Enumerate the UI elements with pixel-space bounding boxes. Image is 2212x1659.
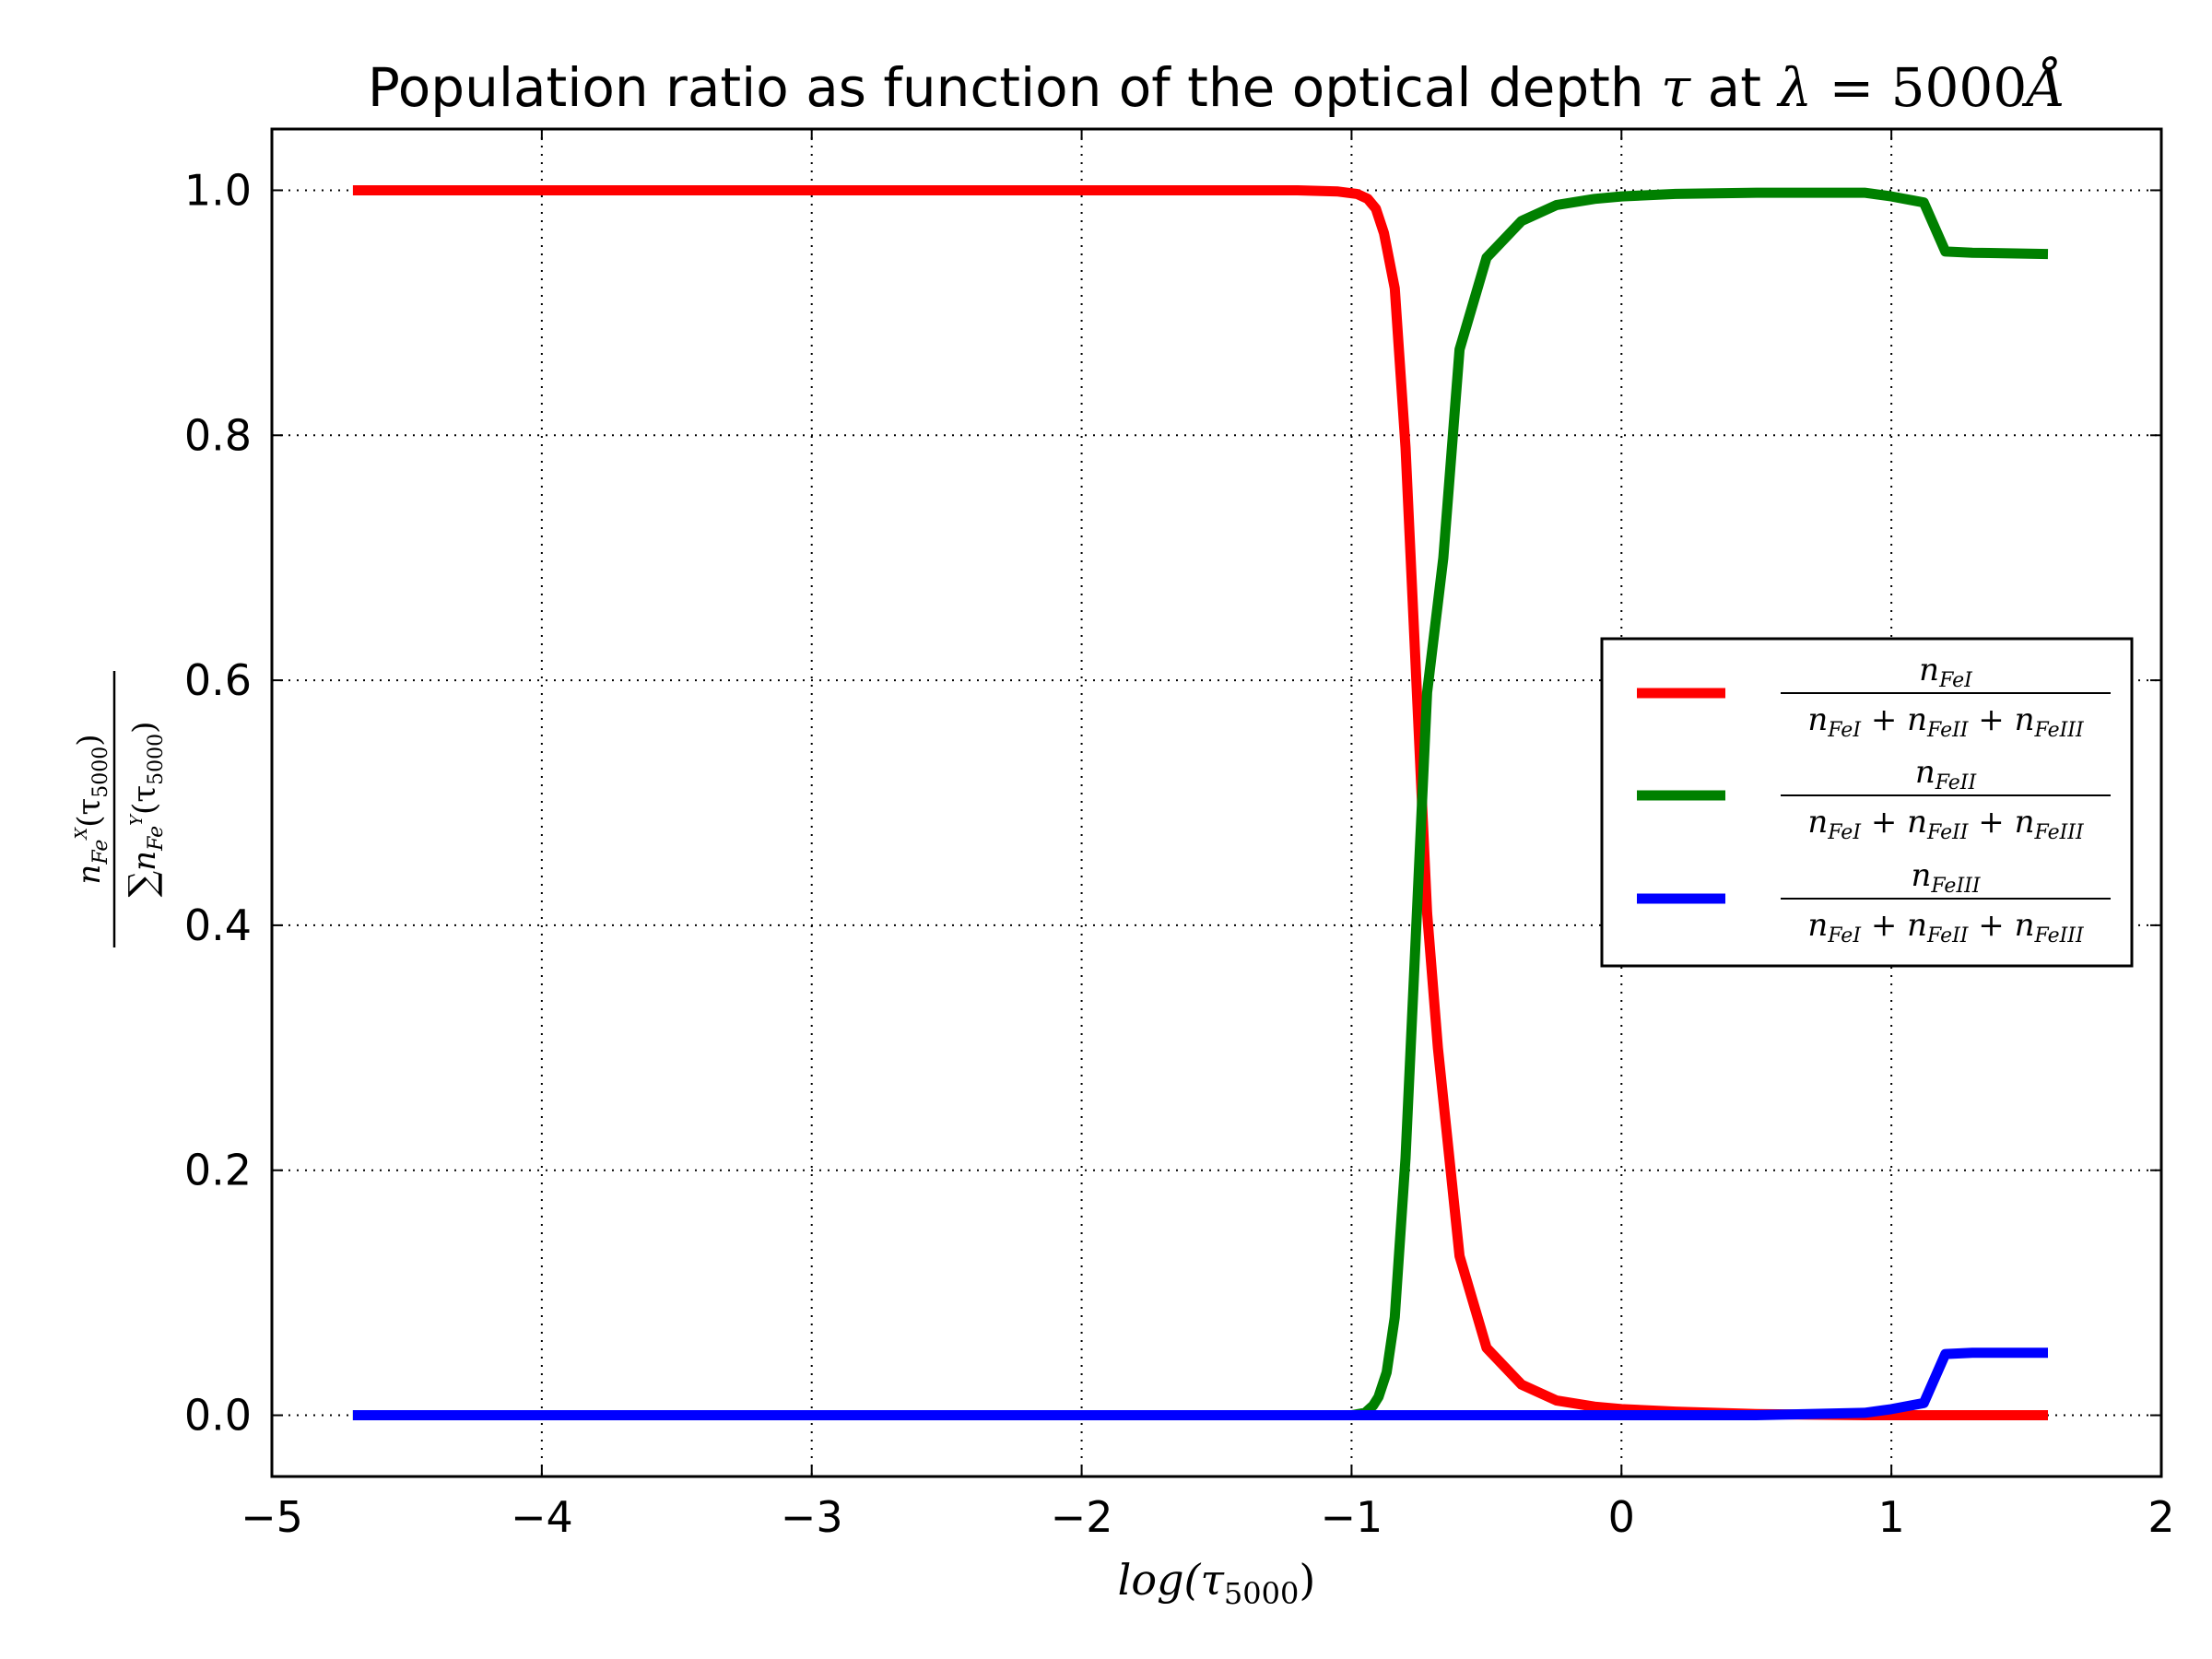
- legend-denominator: nFeI + nFeII + nFeIII: [1807, 907, 2085, 947]
- y-axis-label-denominator: ∑nFeY(τ5000): [122, 722, 168, 898]
- x-tick-label: −2: [1051, 1492, 1113, 1542]
- legend: nFeI nFeI + nFeII + nFeIII nFeII nFeI + nFe…: [1600, 637, 2134, 968]
- y-tick-label: 0.4: [184, 900, 252, 950]
- x-axis-label: log(τ5000): [1118, 1555, 1316, 1611]
- x-tick-label: −3: [781, 1492, 843, 1542]
- legend-denominator: nFeI + nFeII + nFeIII: [1807, 701, 2085, 742]
- y-axis-label-numerator: nFeX(τ5000): [71, 734, 112, 884]
- x-tick-label: −1: [1321, 1492, 1383, 1542]
- legend-entry-1: nFeI nFeI + nFeII + nFeIII: [1637, 652, 2111, 742]
- legend-entry-3: nFeIII nFeI + nFeII + nFeIII: [1637, 857, 2111, 947]
- x-tick-label: −4: [511, 1492, 573, 1542]
- chart-title: Population ratio as function of the opti…: [368, 56, 2065, 119]
- x-tick-label: −5: [241, 1492, 303, 1542]
- y-tick-label: 0.2: [184, 1146, 252, 1195]
- x-tick-label: 2: [2147, 1492, 2174, 1542]
- y-tick-label: 0.8: [184, 410, 252, 460]
- legend-entry-2: nFeII nFeI + nFeII + nFeIII: [1637, 754, 2111, 844]
- legend-numerator: nFeIII: [1911, 857, 1981, 898]
- x-tick-label: 1: [1878, 1492, 1905, 1542]
- axis-ticks: −5 −4 −3 −2 −1 0 1 2 0.0 0.2 0.4 0.6 0.8 1.0: [184, 129, 2175, 1542]
- series-lines: [352, 185, 2049, 1420]
- y-tick-label: 0.6: [184, 655, 252, 705]
- plot-frame: [270, 127, 2163, 1478]
- y-tick-label: 1.0: [184, 165, 252, 215]
- y-tick-label: 0.0: [184, 1391, 252, 1441]
- x-tick-label: 0: [1608, 1492, 1635, 1542]
- legend-numerator: nFeII: [1915, 754, 1978, 794]
- y-axis-label: nFeX(τ5000) ∑nFeY(τ5000): [71, 671, 168, 947]
- legend-numerator: nFeI: [1919, 652, 1973, 692]
- series-line-3: [352, 1347, 2048, 1420]
- legend-denominator: nFeI + nFeII + nFeIII: [1807, 804, 2085, 844]
